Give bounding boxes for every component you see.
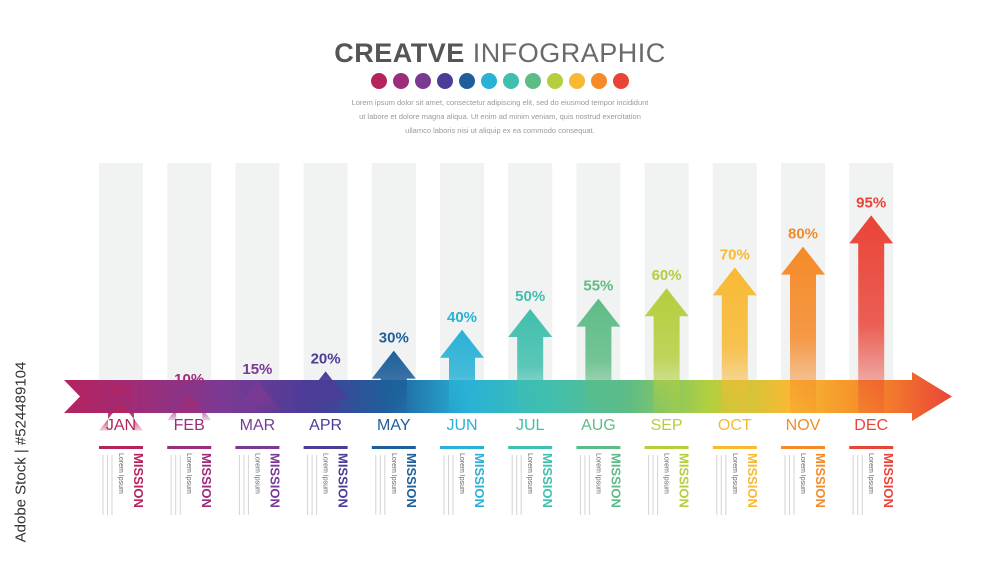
value-arrow	[167, 392, 212, 421]
description: Lorem ipsum dolor sit amet, consectetur …	[300, 96, 700, 138]
mission-sub: Lorem Ipsum	[253, 453, 260, 494]
month-underline	[712, 446, 757, 449]
mission-label: MISSION	[813, 453, 828, 508]
mission-sub: Lorem Ipsum	[799, 453, 806, 494]
color-dot	[481, 73, 497, 89]
value-label: 15%	[242, 361, 272, 378]
month-label: DEC	[854, 417, 888, 434]
value-arrow	[712, 267, 757, 413]
color-dot	[437, 73, 453, 89]
column-bg	[303, 163, 348, 403]
month-label: MAY	[377, 417, 411, 434]
mission-sub: Lorem Ipsum	[594, 453, 601, 494]
value-label: 30%	[379, 330, 409, 347]
month-underline	[849, 446, 894, 449]
value-label: 5%	[110, 382, 132, 399]
column-bg	[235, 163, 280, 403]
mission-sub: Lorem Ipsum	[663, 453, 670, 494]
month-underline	[303, 446, 348, 449]
mission-sub: Lorem Ipsum	[390, 453, 397, 494]
color-dot	[459, 73, 475, 89]
mission-sub: Lorem Ipsum	[322, 453, 329, 494]
color-dot	[371, 73, 387, 89]
color-dot	[415, 73, 431, 89]
month-label: JUL	[516, 417, 545, 434]
title-bold: CREATVE	[334, 38, 465, 68]
mission-label: MISSION	[404, 453, 419, 508]
color-dot	[503, 73, 519, 89]
mission-sub: Lorem Ipsum	[458, 453, 465, 494]
color-dot	[547, 73, 563, 89]
mission-sub: Lorem Ipsum	[731, 453, 738, 494]
month-label: SEP	[651, 417, 683, 434]
value-label: 10%	[174, 371, 204, 388]
column-bg	[99, 163, 143, 403]
mission-label: MISSION	[199, 453, 214, 508]
mission-label: MISSION	[745, 453, 760, 508]
color-dot	[393, 73, 409, 89]
month-label: FEB	[174, 417, 205, 434]
page-title: CREATVE INFOGRAPHIC	[0, 38, 1000, 69]
mission-label: MISSION	[608, 453, 623, 508]
mission-label: MISSION	[472, 453, 487, 508]
mission-sub: Lorem Ipsum	[867, 453, 874, 494]
color-dot	[525, 73, 541, 89]
month-label: APR	[309, 417, 342, 434]
value-label: 60%	[652, 267, 682, 284]
mission-label: MISSION	[131, 453, 146, 508]
month-label: MAR	[240, 417, 276, 434]
mission-label: MISSION	[881, 453, 896, 508]
value-arrow	[644, 288, 689, 413]
value-arrow	[781, 246, 825, 413]
value-label: 70%	[720, 246, 750, 263]
month-label: AUG	[581, 417, 616, 434]
month-underline	[440, 446, 484, 449]
value-label: 50%	[515, 288, 545, 305]
month-underline	[508, 446, 553, 449]
value-label: 95%	[856, 194, 886, 211]
mission-label: MISSION	[677, 453, 692, 508]
month-underline	[644, 446, 689, 449]
month-label: NOV	[786, 417, 821, 434]
month-label: JUN	[446, 417, 477, 434]
color-dot	[569, 73, 585, 89]
month-underline	[781, 446, 825, 449]
value-arrow	[440, 329, 484, 413]
value-label: 20%	[311, 350, 341, 367]
mission-sub: Lorem Ipsum	[117, 453, 124, 494]
title-light: INFOGRAPHIC	[472, 38, 666, 68]
month-label: JAN	[106, 417, 136, 434]
description-line: Lorem ipsum dolor sit amet, consectetur …	[351, 98, 649, 107]
color-dot	[591, 73, 607, 89]
mission-sub: Lorem Ipsum	[526, 453, 533, 494]
value-arrow	[576, 298, 621, 413]
value-arrow	[303, 371, 348, 413]
column-bg	[167, 163, 212, 403]
month-underline	[167, 446, 212, 449]
month-underline	[371, 446, 416, 449]
month-label: OCT	[718, 417, 752, 434]
value-arrow	[235, 381, 280, 413]
mission-label: MISSION	[540, 453, 555, 508]
color-dots	[0, 73, 1000, 89]
mission-label: MISSION	[336, 453, 351, 508]
value-arrow	[371, 350, 416, 413]
month-underline	[576, 446, 621, 449]
value-label: 40%	[447, 309, 477, 326]
value-label: 80%	[788, 226, 818, 243]
month-underline	[235, 446, 280, 449]
month-underline	[99, 446, 143, 449]
mission-sub: Lorem Ipsum	[185, 453, 192, 494]
value-arrow	[99, 402, 143, 431]
mission-label: MISSION	[267, 453, 282, 508]
value-label: 55%	[583, 278, 613, 295]
value-arrow	[508, 309, 553, 413]
value-arrow	[849, 215, 894, 413]
description-line: ullamco laboris nisi ut aliquip ex ea co…	[405, 126, 595, 135]
color-dot	[613, 73, 629, 89]
description-line: ut labore et dolore magna aliqua. Ut eni…	[359, 112, 641, 121]
